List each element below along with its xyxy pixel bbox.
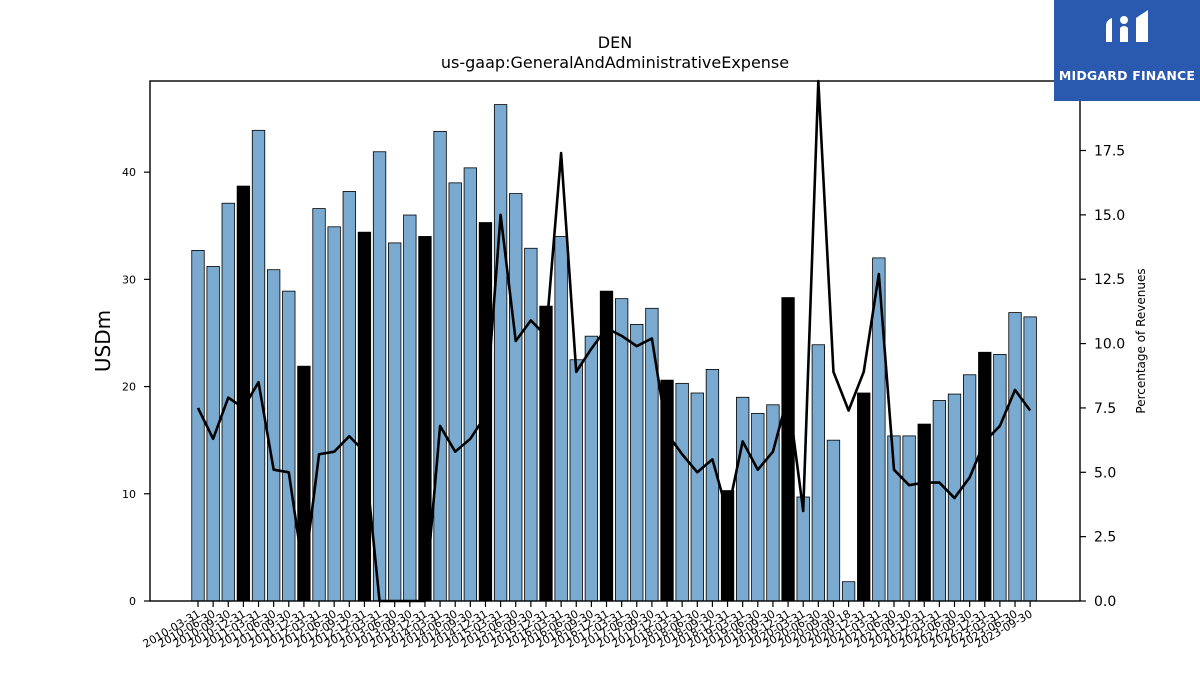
bar-2010-12-31 (236, 185, 251, 602)
bar-2015-09-30 (524, 247, 538, 602)
y-tick-label: 40 (122, 166, 136, 179)
y2-tick-label: 10.0 (1094, 337, 1125, 353)
y2-tick-label: 7.5 (1094, 401, 1116, 417)
y2-tick-label: 2.5 (1094, 530, 1116, 546)
bar-2020-06-30 (811, 344, 825, 602)
y2-tick-label: 17.5 (1094, 144, 1125, 160)
bar-2010-03-31 (191, 249, 205, 602)
bar-2015-12-31 (539, 305, 553, 602)
bar-2022-09-30 (962, 374, 977, 602)
bar-2012-03-31 (312, 208, 326, 602)
bar-2015-06-30 (509, 193, 523, 602)
bar-2016-12-31 (599, 290, 614, 602)
bar-2020-12-31 (857, 392, 871, 602)
y2-tick-label: 12.5 (1094, 272, 1125, 288)
bar-2013-09-30 (403, 214, 417, 602)
right-axis-ticks: 0.02.55.07.510.012.515.017.520.0 (1080, 79, 1125, 610)
y-tick-label: 10 (122, 488, 136, 501)
y-axis-label: USDm (91, 310, 115, 372)
bar-2012-12-31 (357, 231, 372, 602)
bar-2016-03-31 (554, 236, 568, 602)
bar-2019-06-30 (751, 412, 765, 602)
bar-2023-09-30 (1023, 316, 1037, 602)
chart-subtitle: us-gaap:GeneralAndAdministrativeExpense (441, 53, 789, 72)
y2-axis-label: Percentage of Revenues (1134, 268, 1148, 413)
bar-2023-06-30 (1008, 312, 1022, 602)
left-axis-ticks: 0 10 20 30 40 (122, 166, 150, 608)
bar-2016-09-30 (584, 335, 599, 602)
bar-2013-03-31 (372, 151, 387, 602)
bar-2018-12-31 (720, 490, 735, 602)
y-tick-label: 0 (129, 595, 136, 608)
bar-2014-03-31 (433, 130, 447, 602)
bar-series (191, 104, 1037, 602)
bar-2019-03-31 (736, 396, 750, 602)
bar-2020-03-31 (796, 496, 810, 602)
bar-2018-06-30 (690, 392, 704, 602)
y2-tick-label: 0.0 (1094, 594, 1116, 610)
bar-2015-03-31 (493, 104, 508, 602)
bar-2011-03-31 (251, 129, 266, 602)
y2-tick-label: 5.0 (1094, 465, 1116, 481)
percentage-line (196, 79, 1032, 603)
midgard-finance-logo: MIDGARD FINANCE (1054, 0, 1200, 101)
bar-2021-09-30 (902, 435, 916, 602)
bar-2010-06-30 (206, 266, 220, 602)
bar-2020-09-18 (841, 581, 856, 602)
bar-2012-06-30 (327, 226, 341, 602)
y2-tick-label: 15.0 (1094, 208, 1125, 224)
plot-frame (149, 80, 1081, 602)
bar-2020-09-30 (826, 439, 841, 602)
bar-2022-03-31 (932, 400, 947, 602)
bar-2014-09-30 (463, 167, 477, 602)
bar-2022-12-31 (978, 351, 992, 602)
y-tick-label: 20 (122, 381, 136, 394)
bar-2013-06-30 (388, 242, 402, 602)
bar-2011-06-30 (266, 269, 281, 602)
bar-2017-03-31 (614, 298, 629, 602)
bar-2017-06-30 (630, 323, 644, 602)
x-axis-ticks: 2010-03-312010-06-302010-09-302010-12-31… (141, 601, 1035, 651)
bar-2018-03-31 (675, 382, 689, 602)
bar-2019-12-31 (781, 297, 795, 602)
bar-2023-03-31 (993, 353, 1007, 602)
bar-2016-06-30 (569, 359, 583, 602)
bar-2017-09-30 (645, 307, 659, 602)
logo-mark-icon (1106, 10, 1148, 42)
logo-text: MIDGARD FINANCE (1058, 68, 1196, 83)
bar-2014-06-30 (448, 182, 462, 602)
chart-title: DEN (598, 33, 632, 52)
bar-2018-09-30 (705, 369, 720, 602)
bar-2012-09-30 (342, 191, 356, 602)
bar-2021-12-31 (917, 423, 931, 602)
bar-2011-09-30 (282, 290, 296, 602)
y-tick-label: 30 (122, 273, 136, 286)
